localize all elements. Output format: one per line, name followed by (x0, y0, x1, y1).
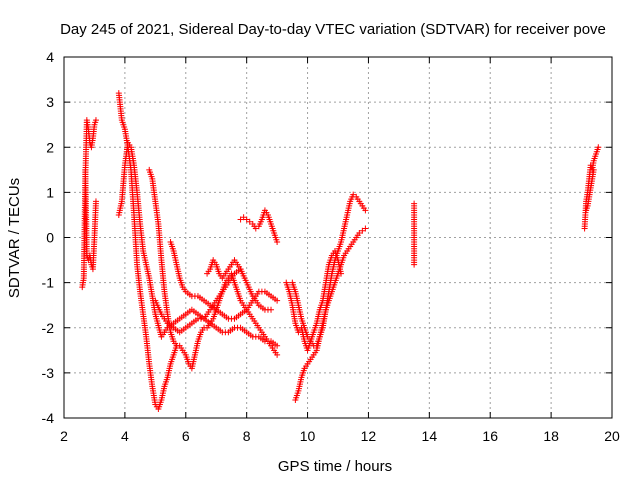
y-tick-label: 1 (46, 184, 54, 200)
x-tick-label: 18 (543, 428, 559, 444)
x-axis-label: GPS time / hours (278, 458, 392, 475)
data-point (590, 166, 597, 173)
data-point (237, 216, 244, 223)
data-point (595, 144, 602, 151)
data-point (92, 117, 99, 124)
data-point (356, 229, 363, 236)
x-tick-label: 12 (361, 428, 377, 444)
data-point (252, 225, 259, 232)
x-tick-label: 4 (121, 428, 129, 444)
y-axis-label: SDTVAR / TECUs (6, 178, 23, 298)
data-point (411, 261, 418, 268)
data-point (362, 207, 369, 214)
data-point (274, 342, 281, 349)
y-tick-label: 2 (46, 139, 54, 155)
x-tick-label: 14 (422, 428, 438, 444)
data-point (274, 351, 281, 358)
y-tick-label: -1 (42, 275, 55, 291)
x-tick-label: 6 (182, 428, 190, 444)
data-point (359, 227, 366, 234)
data-point (274, 239, 281, 246)
data-point (92, 198, 99, 205)
y-tick-label: -3 (42, 365, 55, 381)
data-point (274, 297, 281, 304)
data-point (362, 225, 369, 232)
data-marks (79, 90, 602, 412)
x-tick-label: 8 (243, 428, 251, 444)
y-tick-label: -2 (42, 320, 55, 336)
data-point (243, 216, 250, 223)
x-tick-label: 20 (604, 428, 620, 444)
y-tick-label: 4 (46, 49, 54, 65)
data-point (240, 214, 247, 221)
data-point (237, 266, 244, 273)
data-point (246, 218, 253, 225)
data-point (268, 306, 275, 313)
x-tick-label: 2 (60, 428, 68, 444)
x-tick-label: 16 (482, 428, 498, 444)
data-point (350, 191, 357, 198)
data-point (338, 270, 345, 277)
y-tick-label: 3 (46, 94, 54, 110)
y-tick-label: -4 (42, 410, 55, 426)
y-tick-label: 0 (46, 230, 54, 246)
x-tick-label: 10 (300, 428, 316, 444)
chart-title: Day 245 of 2021, Sidereal Day-to-day VTE… (60, 21, 606, 38)
